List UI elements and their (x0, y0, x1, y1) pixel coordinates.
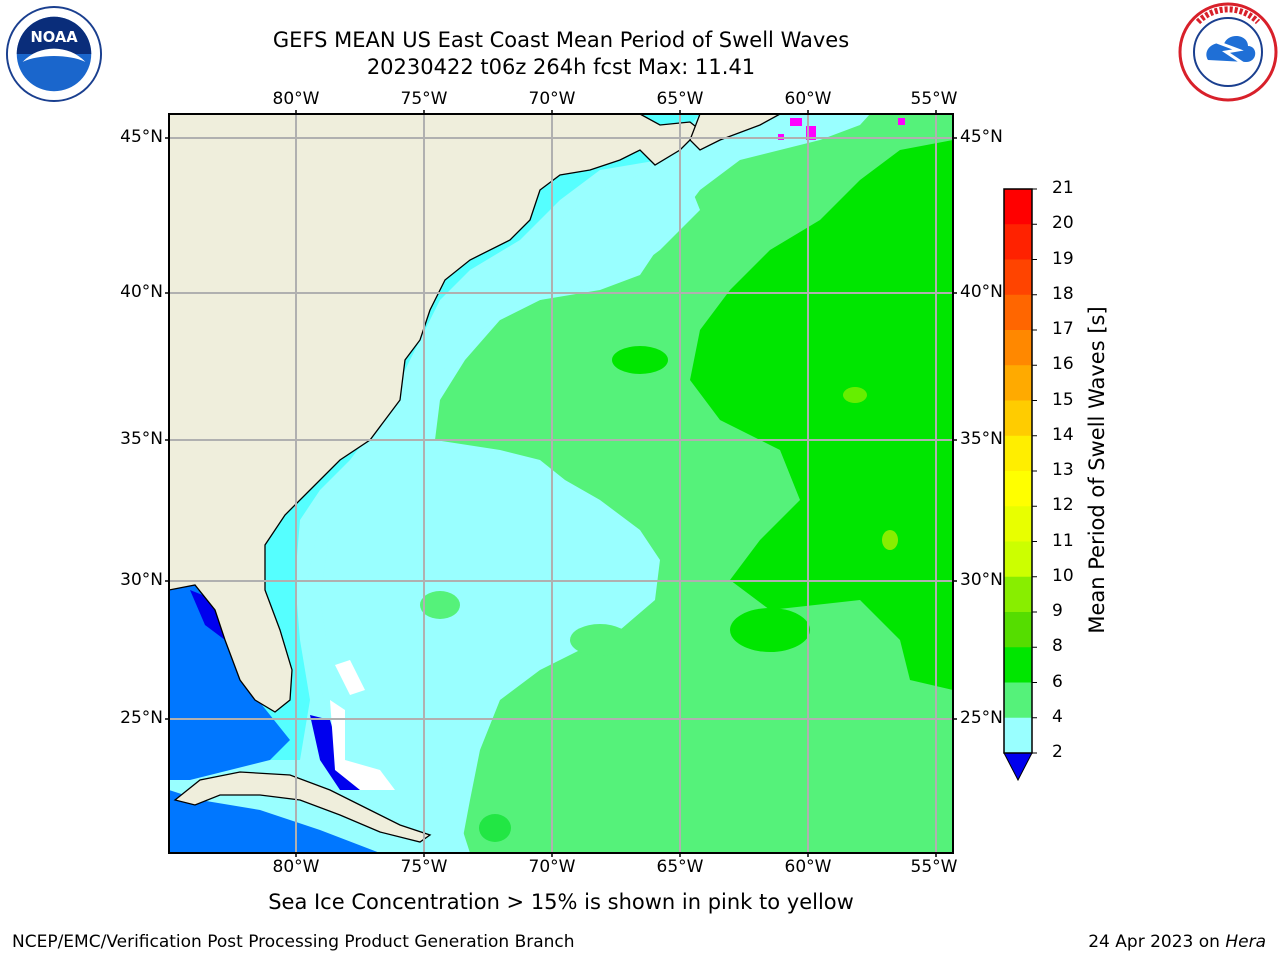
lon-tick-bottom: 55°W (910, 857, 958, 877)
colorbar-tick-label: 15 (1052, 389, 1074, 410)
noaa-logo-text: NOAA (30, 29, 78, 46)
land-maritimes (689, 114, 781, 151)
colorbar-tick-label: 21 (1052, 178, 1074, 198)
map-gridlines (169, 114, 953, 853)
lon-tick-bottom: 80°W (272, 857, 320, 877)
lat-tick-right: 35°N (960, 429, 1003, 449)
swell-10-11s-region (690, 140, 953, 690)
colorbar-tick-label: 17 (1052, 319, 1074, 339)
map-title: GEFS MEAN US East Coast Mean Period of S… (272, 28, 850, 52)
map-panel (169, 114, 953, 853)
swell-8-9s-region (305, 160, 700, 853)
lat-tick-left: 40°N (120, 282, 163, 302)
colorbar-tick-label: 2 (1052, 742, 1063, 762)
lon-tick-bottom: 70°W (528, 857, 576, 877)
colorbar-tick-label: 18 (1052, 283, 1074, 304)
colorbar-tick-label: 11 (1052, 530, 1074, 551)
lat-tick-right: 40°N (960, 282, 1003, 302)
lon-tick-top: 80°W (272, 89, 320, 109)
lon-tick-bottom: 65°W (656, 857, 704, 877)
lat-tick-left: 25°N (120, 708, 163, 728)
lat-tick-left: 30°N (120, 570, 163, 590)
swell-10-11s-patch (612, 346, 668, 374)
masked-gulf-area (335, 660, 365, 695)
lat-tick-right: 25°N (960, 708, 1003, 728)
swell-11-12s-patch (882, 530, 898, 550)
colorbar-segment (1004, 717, 1032, 754)
swell-2-4s-caribbean (169, 790, 380, 853)
colorbar-segment (1004, 471, 1032, 507)
colorbar-tick-label: 8 (1052, 636, 1063, 657)
masked-bahamas-area (330, 700, 395, 790)
colorbar-segment (1004, 224, 1032, 260)
colorbar-title: Mean Period of Swell Waves [s] (1085, 306, 1109, 634)
lat-tick-left: 35°N (120, 429, 163, 449)
swell-under-2s-patch (190, 590, 225, 640)
colorbar-tick-label: 9 (1052, 601, 1063, 621)
nws-logo (1178, 2, 1278, 102)
colorbar-segment (1004, 365, 1032, 401)
colorbar-tick-label: 6 (1052, 671, 1063, 692)
map-frame (168, 113, 954, 854)
swell-2-4s-gulf (169, 585, 290, 780)
colorbar-tick-label: 13 (1052, 460, 1074, 480)
lon-tick-top: 55°W (910, 89, 958, 109)
credit-right: 24 Apr 2023 on Hera (1088, 932, 1266, 952)
colorbar-tick-label: 4 (1052, 706, 1063, 727)
credit-left: NCEP/EMC/Verification Post Processing Pr… (12, 932, 575, 952)
colorbar-underflow-triangle (1003, 752, 1033, 782)
lat-tick-right: 45°N (960, 127, 1003, 147)
colorbar-segment (1004, 259, 1032, 296)
lat-tick-right: 30°N (960, 570, 1003, 590)
swell-10-11s-patch (479, 814, 511, 842)
noaa-logo: NOAA (5, 5, 103, 103)
colorbar-tick-label: 20 (1052, 213, 1074, 234)
swell-9-10s-patch (420, 591, 460, 619)
colorbar-tick-label: 12 (1052, 495, 1074, 516)
colorbar-segment (1004, 189, 1032, 225)
credit-host: Hera (1225, 932, 1266, 952)
lon-tick-top: 75°W (400, 89, 448, 109)
colorbar-segment (1004, 612, 1032, 648)
colorbar-segment (1004, 294, 1032, 331)
sea-ice-patch (806, 126, 816, 140)
lon-tick-bottom: 60°W (784, 857, 832, 877)
land-north-america (169, 114, 701, 713)
colorbar (1003, 188, 1037, 782)
swell-11-12s-patch (843, 387, 867, 403)
colorbar-segment (1004, 576, 1032, 613)
colorbar-tick-label: 10 (1052, 565, 1074, 586)
credit-date: 24 Apr 2023 on (1088, 932, 1226, 952)
sea-ice-note: Sea Ice Concentration > 15% is shown in … (268, 890, 854, 914)
colorbar-segment (1004, 435, 1032, 472)
colorbar-segment (1004, 330, 1032, 366)
lon-tick-top: 60°W (784, 89, 832, 109)
colorbar-segment (1004, 682, 1032, 719)
colorbar-tick-label: 14 (1052, 424, 1074, 445)
lon-tick-top: 70°W (528, 89, 576, 109)
colorbar-tick-label: 16 (1052, 354, 1074, 375)
swell-10-11s-patch (730, 608, 810, 652)
swell-under-2s-patch (310, 715, 375, 790)
lat-tick-left: 45°N (120, 127, 163, 147)
colorbar-segment (1004, 400, 1032, 437)
map-subtitle: 20230422 t06z 264h fcst Max: 11.41 (366, 55, 756, 79)
lon-tick-top: 65°W (656, 89, 704, 109)
colorbar-tick-label: 19 (1052, 248, 1074, 269)
colorbar-segment (1004, 647, 1032, 683)
lon-tick-bottom: 75°W (400, 857, 448, 877)
sea-ice-patch (790, 118, 802, 126)
colorbar-segment (1004, 506, 1032, 542)
sea-ice-patch (898, 118, 905, 125)
map-tick-marks (165, 110, 957, 857)
colorbar-segment (1004, 541, 1032, 578)
swell-9-10s-patch (570, 624, 630, 656)
